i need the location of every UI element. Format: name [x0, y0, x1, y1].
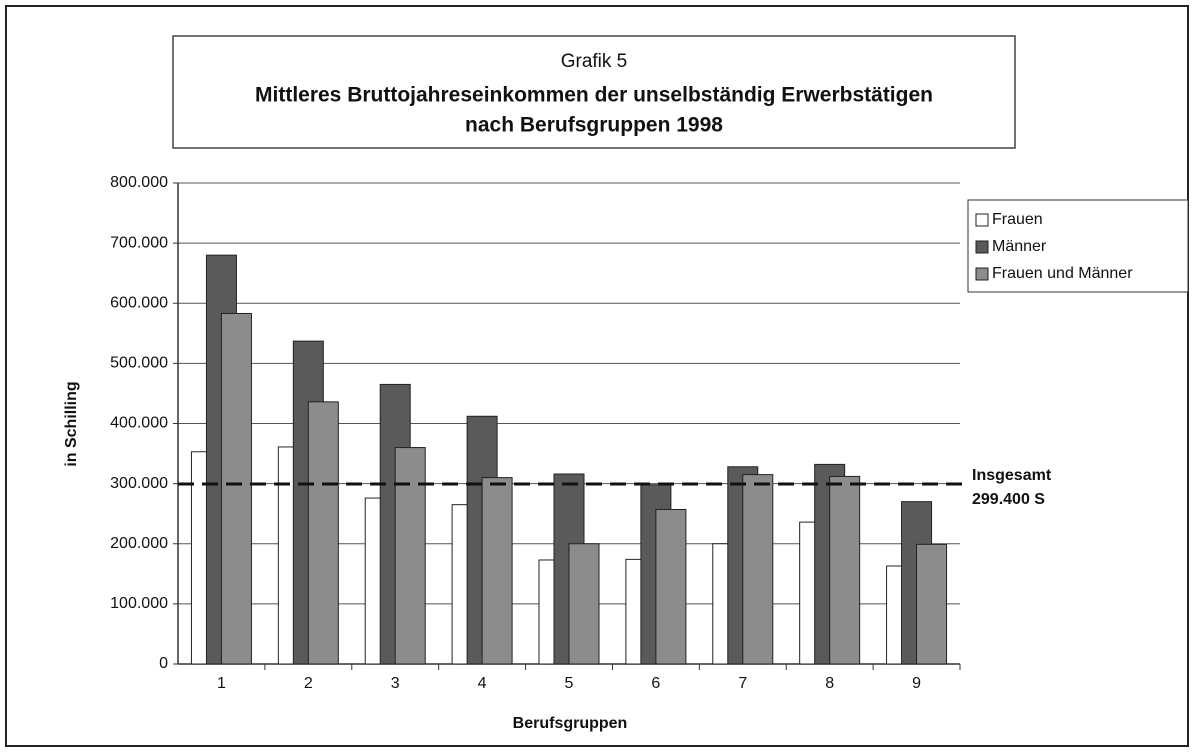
y-axis-label: in Schilling — [63, 381, 80, 466]
bar — [481, 477, 513, 665]
y-tick-label: 700.000 — [110, 234, 168, 251]
y-tick-label: 100.000 — [110, 595, 168, 612]
x-tick-label: 7 — [738, 675, 747, 692]
bar — [568, 543, 600, 665]
legend-swatch — [975, 267, 989, 281]
x-tick-label: 3 — [391, 675, 400, 692]
legend-label: Frauen und Männer — [992, 265, 1133, 282]
chart-title: nach Berufsgruppen 1998 — [465, 114, 723, 137]
x-tick-label: 1 — [217, 675, 226, 692]
legend-label: Männer — [992, 238, 1047, 255]
chart-title: Mittleres Bruttojahreseinkommen der unse… — [255, 84, 933, 107]
y-tick-label: 0 — [159, 655, 168, 672]
x-tick-label: 6 — [651, 675, 660, 692]
bar — [220, 312, 252, 665]
y-tick-label: 600.000 — [110, 294, 168, 311]
reference-label: Insgesamt — [972, 467, 1052, 484]
bar — [394, 447, 426, 665]
title-box — [172, 35, 1016, 149]
legend-swatch — [975, 240, 989, 254]
reference-label: 299.400 S — [972, 491, 1045, 508]
legend-label: Frauen — [992, 211, 1043, 228]
legend-swatch — [975, 213, 989, 227]
x-axis-label: Berufsgruppen — [513, 715, 628, 732]
x-tick-label: 8 — [825, 675, 834, 692]
bar — [916, 543, 948, 665]
x-tick-label: 2 — [304, 675, 313, 692]
bar — [829, 475, 861, 665]
y-tick-label: 400.000 — [110, 415, 168, 432]
x-tick-label: 9 — [912, 675, 921, 692]
y-tick-label: 200.000 — [110, 535, 168, 552]
y-tick-label: 500.000 — [110, 355, 168, 372]
y-tick-label: 800.000 — [110, 174, 168, 191]
legend-box — [967, 199, 1189, 293]
x-tick-label: 5 — [565, 675, 574, 692]
bar — [307, 401, 339, 665]
y-tick-label: 300.000 — [110, 475, 168, 492]
chart-supertitle: Grafik 5 — [561, 51, 628, 72]
bar — [742, 474, 774, 665]
x-tick-label: 4 — [478, 675, 487, 692]
bar — [655, 508, 687, 665]
